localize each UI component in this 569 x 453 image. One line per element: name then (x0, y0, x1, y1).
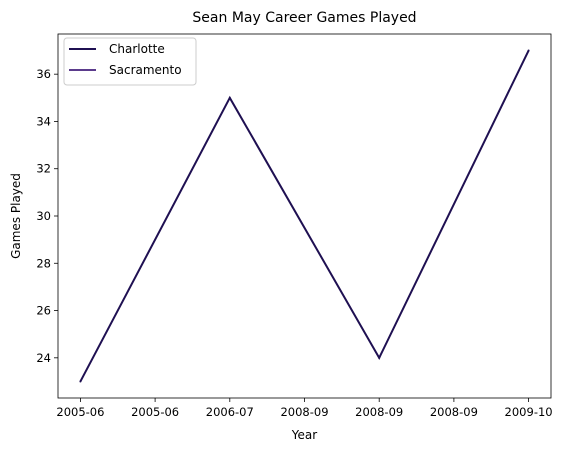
legend-label: Charlotte (109, 42, 165, 56)
y-tick-label: 36 (36, 67, 51, 81)
data-point (79, 380, 82, 383)
x-tick-label: 2009-10 (505, 405, 553, 419)
legend-box (63, 37, 197, 86)
x-tick-label: 2008-09 (280, 405, 328, 419)
x-tick-label: 2005-06 (56, 405, 104, 419)
legend: Charlotte Sacramento (63, 37, 197, 86)
data-point (527, 49, 530, 52)
y-tick-label: 24 (36, 351, 51, 365)
plot-area (79, 49, 530, 383)
data-point (228, 96, 231, 99)
y-tick-label: 32 (36, 162, 51, 176)
y-tick-label: 30 (36, 209, 51, 223)
x-tick-label: 2006-07 (206, 405, 254, 419)
data-point (378, 356, 381, 359)
y-tick-label: 34 (36, 114, 51, 128)
y-tick-label: 28 (36, 256, 51, 270)
y-tick-label: 26 (36, 304, 51, 318)
legend-label: Sacramento (109, 63, 182, 77)
x-axis-label: Year (291, 428, 317, 442)
x-axis: 2005-06 2005-06 2006-07 2008-09 2008-09 2008-… (56, 398, 553, 419)
x-tick-label: 2005-06 (131, 405, 179, 419)
y-axis: 24 26 28 30 32 34 36 (36, 67, 58, 365)
series-line-0 (79, 50, 530, 382)
y-axis-label: Games Played (9, 173, 23, 259)
x-tick-label: 2008-09 (430, 405, 478, 419)
x-tick-label: 2008-09 (355, 405, 403, 419)
plot-frame (57, 33, 552, 399)
chart-title: Sean May Career Games Played (192, 10, 416, 26)
